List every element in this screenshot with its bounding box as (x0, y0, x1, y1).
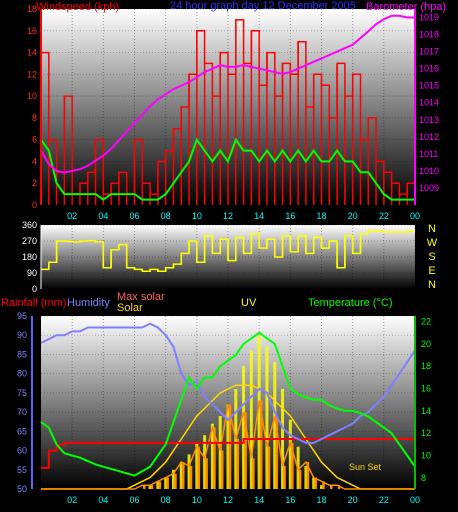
graph-title: 24 hour graph day 12 December 2005 (170, 0, 356, 12)
gust-line (40, 137, 415, 201)
weather-x-tick-10: 10 (192, 495, 202, 505)
weather-x-tick-06: 06 (129, 495, 139, 505)
humidity-y-tick: 85 (17, 349, 27, 359)
temperature-y-tick: 12 (421, 428, 431, 438)
temperature-line (40, 331, 416, 477)
temperature-y-tick: 22 (421, 317, 431, 327)
direction-y-tick: 270 (22, 236, 37, 246)
humidity-y-tick: 70 (17, 407, 27, 417)
humidity-y-tick: 55 (17, 465, 27, 475)
rainfall-line (41, 438, 415, 469)
humidity-line (40, 322, 416, 444)
weather-x-tick-08: 08 (161, 495, 171, 505)
weather-panel-series (40, 322, 416, 490)
solar-line (41, 400, 415, 490)
barometer-y-tick: 1011 (419, 149, 438, 159)
wind-x-tick-16: 16 (285, 211, 295, 221)
sunset-annotation: Sun Set (349, 462, 382, 472)
weather-x-tick-16: 16 (285, 495, 295, 505)
barometer-y-tick: 1009 (419, 183, 439, 193)
humidity-y-tick: 90 (17, 330, 27, 340)
windspeed-axis-title: Windspeed (kph) (36, 1, 119, 13)
wind-x-tick-14: 14 (254, 211, 264, 221)
humidity-y-tick: 60 (17, 446, 27, 456)
weather-x-tick-12: 12 (223, 495, 233, 505)
uv-legend: UV (241, 297, 257, 309)
direction-y-tick: 180 (22, 252, 37, 262)
barometer-line (40, 14, 415, 174)
wind-y-tick: 12 (27, 69, 37, 79)
wind-x-tick-08: 08 (161, 211, 171, 221)
direction-y-tick: 360 (22, 220, 37, 230)
barometer-y-tick: 1015 (419, 81, 439, 91)
temperature-y-tick: 20 (421, 339, 431, 349)
compass-n: N (428, 223, 436, 235)
wind-y-tick: 2 (32, 178, 37, 188)
wind-x-tick-00: 00 (410, 211, 420, 221)
wind-x-tick-10: 10 (192, 211, 202, 221)
temperature-y-tick: 16 (421, 384, 431, 394)
barometer-y-tick: 1019 (419, 13, 439, 23)
solar-legend: Solar (117, 302, 143, 314)
wind-x-tick-06: 06 (129, 211, 139, 221)
temperature-y-tick: 18 (421, 361, 431, 371)
barometer-y-tick: 1018 (419, 30, 439, 40)
barometer-y-tick: 1012 (419, 132, 439, 142)
barometer-y-tick: 1017 (419, 47, 439, 57)
wind-y-tick: 18 (27, 4, 37, 14)
humidity-y-tick: 95 (17, 311, 27, 321)
humidity-y-tick: 75 (17, 388, 27, 398)
max-solar-legend: Max solar (117, 291, 165, 303)
wind-y-tick: 4 (32, 156, 37, 166)
wind-x-tick-04: 04 (98, 211, 108, 221)
temperature-y-tick: 8 (421, 473, 426, 483)
direction-y-tick: 0 (32, 284, 37, 294)
humidity-y-tick: 65 (17, 426, 27, 436)
wind-x-tick-02: 02 (67, 211, 77, 221)
direction-y-tick: 90 (27, 268, 37, 278)
barometer-y-tick: 1016 (419, 64, 439, 74)
weather-x-tick-22: 22 (379, 495, 389, 505)
humidity-legend: Humidity (67, 297, 110, 309)
compass-e: E (428, 265, 435, 277)
weather-x-tick-00: 00 (410, 495, 420, 505)
wind-x-tick-20: 20 (348, 211, 358, 221)
barometer-y-tick: 1010 (419, 166, 439, 176)
barometer-y-tick: 1014 (419, 98, 439, 108)
wind-y-tick: 10 (27, 91, 37, 101)
wind-y-tick: 16 (27, 26, 37, 36)
wind-y-tick: 8 (32, 113, 37, 123)
weather-x-tick-14: 14 (254, 495, 264, 505)
wind-y-tick: 14 (27, 48, 37, 58)
humidity-y-tick: 80 (17, 369, 27, 379)
compass-w: W (427, 237, 438, 249)
wind-x-tick-18: 18 (316, 211, 326, 221)
wind-y-tick: 6 (32, 135, 37, 145)
humidity-y-tick: 50 (17, 484, 27, 494)
temperature-y-tick: 14 (421, 406, 431, 416)
wind-x-tick-12: 12 (223, 211, 233, 221)
wind-x-tick-22: 22 (379, 211, 389, 221)
temperature-legend: Temperature (°C) (308, 297, 392, 309)
wind-panel-series (40, 14, 416, 205)
weather-x-tick-02: 02 (67, 495, 77, 505)
barometer-y-tick: 1013 (419, 115, 439, 125)
windspeed-line (41, 19, 415, 195)
compass-n: N (428, 279, 436, 291)
weather-x-tick-20: 20 (348, 495, 358, 505)
temperature-y-tick: 10 (421, 451, 431, 461)
barometer-axis-title: Barometer (hpa) (366, 1, 446, 13)
compass-s: S (428, 251, 435, 263)
weather-x-tick-04: 04 (98, 495, 108, 505)
direction-panel-series (41, 229, 415, 272)
rainfall-legend: Rainfall (mm) (1, 297, 66, 309)
wind-y-tick: 0 (32, 200, 37, 210)
weather-x-tick-18: 18 (316, 495, 326, 505)
